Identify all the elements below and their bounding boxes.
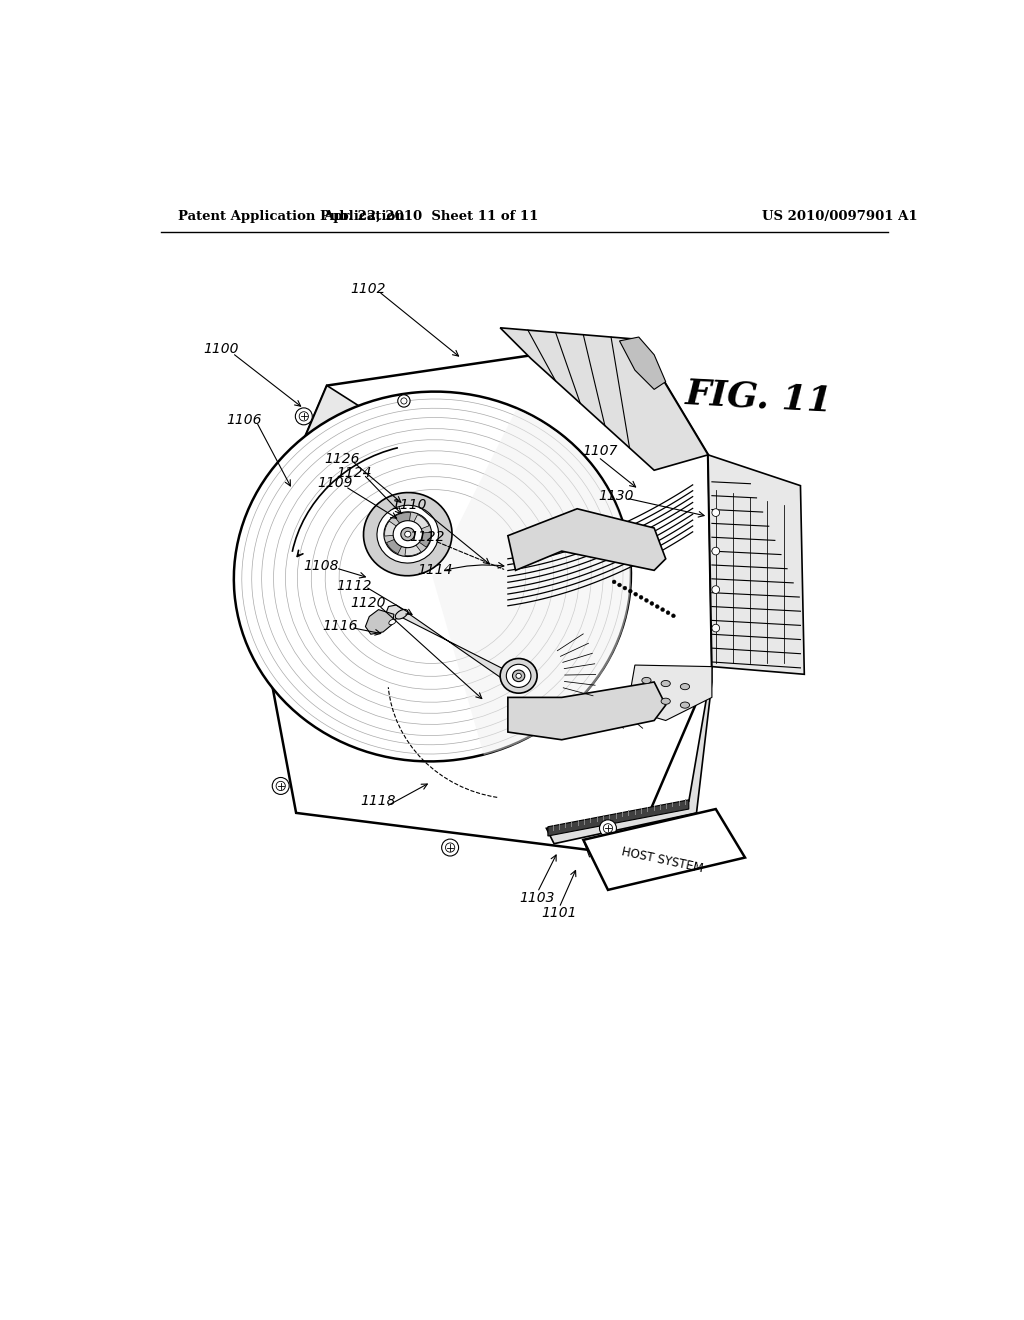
- Circle shape: [634, 593, 638, 597]
- Polygon shape: [408, 515, 429, 535]
- Ellipse shape: [500, 659, 538, 693]
- Text: Patent Application Publication: Patent Application Publication: [178, 210, 406, 223]
- Ellipse shape: [395, 610, 408, 619]
- Ellipse shape: [364, 492, 452, 576]
- Ellipse shape: [512, 671, 524, 681]
- Polygon shape: [250, 566, 273, 620]
- Ellipse shape: [506, 664, 531, 688]
- Polygon shape: [404, 535, 421, 556]
- Circle shape: [650, 602, 653, 606]
- Circle shape: [599, 820, 616, 837]
- Text: 1102: 1102: [350, 282, 385, 296]
- Ellipse shape: [404, 531, 411, 537]
- Ellipse shape: [400, 528, 415, 541]
- Circle shape: [660, 607, 665, 611]
- Ellipse shape: [377, 506, 438, 564]
- Circle shape: [712, 508, 720, 516]
- Polygon shape: [508, 508, 666, 570]
- Polygon shape: [620, 337, 666, 389]
- Circle shape: [672, 614, 676, 618]
- Ellipse shape: [233, 392, 631, 762]
- Text: 1101: 1101: [541, 906, 577, 920]
- Text: 1110: 1110: [391, 498, 427, 512]
- Text: 1122: 1122: [410, 531, 444, 544]
- Ellipse shape: [642, 677, 651, 684]
- Text: 1109: 1109: [316, 477, 352, 490]
- Polygon shape: [394, 512, 411, 535]
- Circle shape: [644, 598, 648, 602]
- Circle shape: [629, 589, 632, 593]
- Polygon shape: [386, 535, 408, 553]
- Ellipse shape: [680, 684, 689, 689]
- Polygon shape: [432, 409, 631, 755]
- Polygon shape: [408, 532, 431, 546]
- Text: 1106: 1106: [226, 413, 262, 428]
- Text: US 2010/0097901 A1: US 2010/0097901 A1: [762, 210, 918, 223]
- Text: 1112: 1112: [336, 578, 372, 593]
- Ellipse shape: [662, 681, 671, 686]
- Polygon shape: [508, 682, 666, 739]
- Circle shape: [272, 777, 289, 795]
- Polygon shape: [366, 610, 394, 635]
- Polygon shape: [250, 339, 712, 855]
- Polygon shape: [385, 605, 524, 688]
- Circle shape: [655, 605, 659, 609]
- Text: 1120: 1120: [350, 597, 385, 610]
- Polygon shape: [584, 809, 745, 890]
- Ellipse shape: [384, 512, 432, 557]
- Ellipse shape: [516, 673, 521, 678]
- Text: 1103: 1103: [519, 891, 555, 904]
- Circle shape: [397, 395, 410, 407]
- Circle shape: [441, 840, 459, 855]
- Text: Apr. 22, 2010  Sheet 11 of 11: Apr. 22, 2010 Sheet 11 of 11: [324, 210, 539, 223]
- Text: 1107: 1107: [583, 444, 618, 458]
- Text: HOST SYSTEM: HOST SYSTEM: [620, 846, 703, 875]
- Polygon shape: [708, 455, 804, 675]
- Polygon shape: [547, 667, 712, 843]
- Circle shape: [666, 611, 670, 615]
- Ellipse shape: [389, 619, 396, 624]
- Circle shape: [623, 586, 627, 590]
- Text: 1118: 1118: [360, 795, 396, 808]
- Circle shape: [295, 408, 312, 425]
- Circle shape: [712, 586, 720, 594]
- Circle shape: [612, 579, 616, 583]
- Circle shape: [639, 595, 643, 599]
- Text: FIG. 11: FIG. 11: [685, 376, 835, 418]
- Circle shape: [712, 624, 720, 632]
- Text: 1100: 1100: [204, 342, 240, 356]
- Circle shape: [712, 548, 720, 554]
- Text: 1130: 1130: [598, 488, 634, 503]
- Ellipse shape: [680, 702, 689, 708]
- Text: 1114: 1114: [417, 564, 453, 577]
- Polygon shape: [628, 665, 712, 721]
- Text: 1108: 1108: [304, 560, 339, 573]
- Polygon shape: [250, 385, 370, 597]
- Ellipse shape: [393, 520, 422, 548]
- Polygon shape: [548, 800, 689, 836]
- Text: 1126: 1126: [325, 451, 360, 466]
- Polygon shape: [385, 521, 408, 536]
- Text: 1116: 1116: [323, 619, 357, 632]
- Circle shape: [617, 583, 622, 587]
- Ellipse shape: [662, 698, 671, 705]
- Text: 1124: 1124: [336, 466, 372, 479]
- Polygon shape: [500, 327, 708, 470]
